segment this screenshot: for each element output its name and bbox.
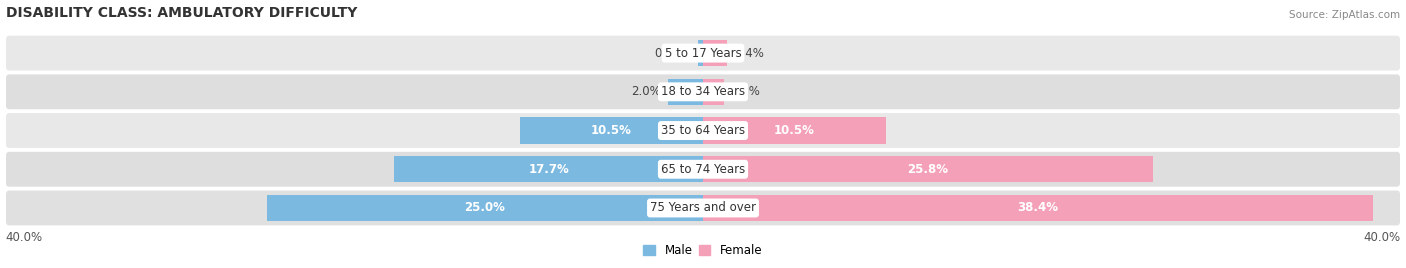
Text: 1.2%: 1.2% — [731, 85, 761, 98]
Text: 25.0%: 25.0% — [464, 202, 506, 214]
Text: Source: ZipAtlas.com: Source: ZipAtlas.com — [1289, 10, 1400, 20]
FancyBboxPatch shape — [6, 113, 1400, 148]
Bar — [699, 40, 703, 66]
Text: DISABILITY CLASS: AMBULATORY DIFFICULTY: DISABILITY CLASS: AMBULATORY DIFFICULTY — [6, 6, 357, 20]
Text: 35 to 64 Years: 35 to 64 Years — [661, 124, 745, 137]
Text: 38.4%: 38.4% — [1018, 202, 1059, 214]
Text: 18 to 34 Years: 18 to 34 Years — [661, 85, 745, 98]
Bar — [394, 156, 703, 183]
Bar — [703, 40, 727, 66]
Bar — [703, 195, 1372, 221]
Text: 2.0%: 2.0% — [631, 85, 661, 98]
Text: 65 to 74 Years: 65 to 74 Years — [661, 163, 745, 176]
Text: 10.5%: 10.5% — [775, 124, 815, 137]
FancyBboxPatch shape — [6, 152, 1400, 187]
Bar — [668, 79, 703, 105]
Text: 5 to 17 Years: 5 to 17 Years — [665, 47, 741, 59]
FancyBboxPatch shape — [6, 191, 1400, 225]
Text: 25.8%: 25.8% — [907, 163, 949, 176]
Bar — [267, 195, 703, 221]
Text: 40.0%: 40.0% — [6, 231, 42, 244]
Text: 10.5%: 10.5% — [591, 124, 631, 137]
FancyBboxPatch shape — [6, 75, 1400, 109]
Text: 40.0%: 40.0% — [1364, 231, 1400, 244]
Bar — [703, 79, 724, 105]
Bar — [703, 117, 886, 144]
Text: 0.26%: 0.26% — [654, 47, 692, 59]
Text: 1.4%: 1.4% — [734, 47, 765, 59]
Text: 75 Years and over: 75 Years and over — [650, 202, 756, 214]
FancyBboxPatch shape — [6, 36, 1400, 70]
Bar — [520, 117, 703, 144]
Bar — [703, 156, 1153, 183]
Text: 17.7%: 17.7% — [529, 163, 569, 176]
Legend: Male, Female: Male, Female — [638, 239, 768, 262]
